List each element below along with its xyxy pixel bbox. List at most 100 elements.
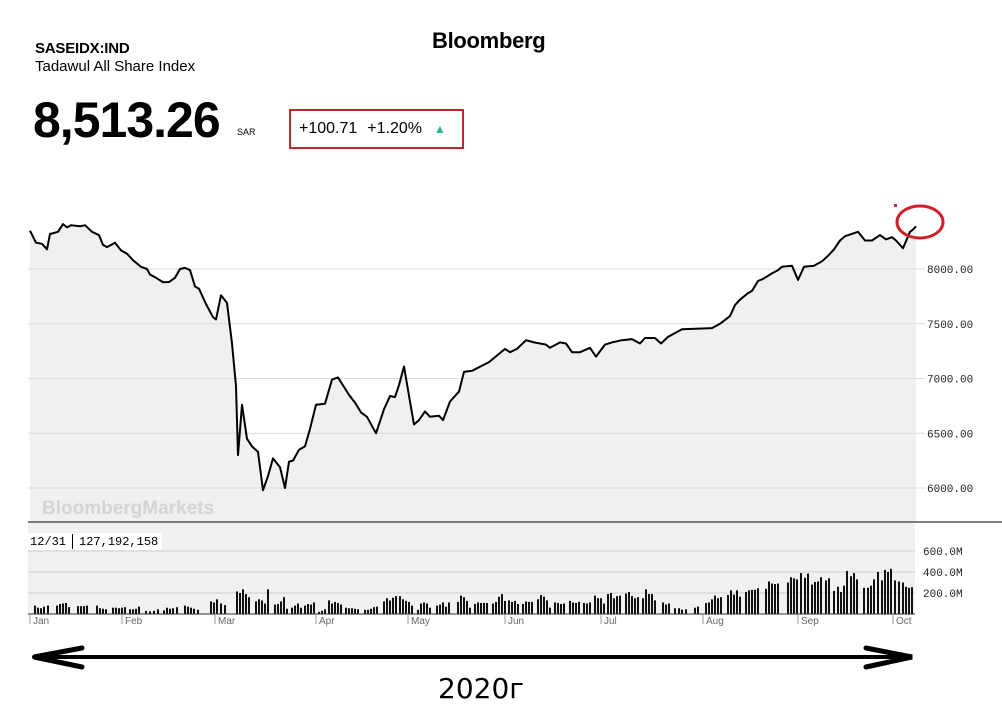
last-price: 8,513.26 (33, 92, 221, 148)
volume-bar (662, 602, 664, 614)
volume-bar (102, 608, 104, 614)
volume-bar (324, 609, 326, 614)
volume-bar (575, 602, 577, 614)
volume-bar (321, 610, 323, 614)
volume-bar (739, 596, 741, 614)
volume-bar (457, 601, 459, 614)
volume-bar (466, 600, 468, 614)
volume-bar (169, 608, 171, 614)
volume-bar (654, 600, 656, 614)
up-triangle-icon: ▲ (434, 122, 446, 136)
volume-bar (589, 602, 591, 614)
volume-bar (261, 600, 263, 614)
volume-bar (86, 605, 88, 614)
volume-bar (714, 595, 716, 614)
volume-bar (890, 568, 892, 614)
volume-bar (668, 603, 670, 614)
volume-bar (77, 606, 79, 614)
price-gridlines-overlay (28, 268, 925, 489)
volume-bar (236, 591, 238, 614)
x-tick-label: Feb (125, 616, 143, 627)
volume-bar (220, 603, 222, 614)
volume-bar (843, 585, 845, 614)
volume-bar (348, 608, 350, 614)
volume-bar (267, 589, 269, 614)
index-name: Tadawul All Share Index (35, 58, 196, 75)
volume-bar (757, 588, 759, 614)
volume-bar (846, 570, 848, 614)
volume-bar (304, 605, 306, 614)
volume-bar (286, 608, 288, 614)
volume-bar (837, 586, 839, 614)
tooltip-volume: 127,192,158 (79, 534, 159, 549)
highlight-dot (894, 204, 897, 207)
volume-bar (354, 608, 356, 614)
volume-y-axis: 200.0M 400.0M 600.0M (923, 547, 963, 601)
volume-bar (768, 581, 770, 614)
volume-bar (187, 606, 189, 614)
volume-bar (911, 587, 913, 614)
volume-bar (600, 598, 602, 614)
volume-bars (34, 568, 913, 614)
volume-bar (800, 573, 802, 614)
price-y-axis: 6000.00 6500.00 7000.00 7500.00 8000.00 (927, 265, 973, 496)
volume-bar (540, 595, 542, 614)
volume-bar (373, 607, 375, 614)
volume-bar (817, 581, 819, 614)
volume-bar (887, 572, 889, 614)
x-tick-label: Sep (801, 616, 819, 627)
x-tick-label: May (411, 616, 430, 627)
currency-label: SAR (237, 127, 256, 137)
volume-bar (554, 602, 556, 614)
tooltip-date: 12/31 (30, 534, 67, 549)
volume-bar (112, 607, 114, 614)
volume-bar (345, 607, 347, 614)
volume-bar (417, 609, 419, 614)
x-tick-label: Aug (706, 616, 724, 627)
volume-bar (474, 604, 476, 614)
volume-bar (560, 604, 562, 614)
volume-bar (625, 593, 627, 614)
volume-bar (730, 590, 732, 614)
volume-bar (594, 595, 596, 614)
volume-bar (337, 602, 339, 614)
volume-bar (586, 603, 588, 614)
volume-bar (280, 601, 282, 614)
volume-bar (597, 598, 599, 614)
volume-bar (733, 594, 735, 614)
volume-bar (745, 591, 747, 614)
volume-bar (367, 609, 369, 614)
volume-bar (578, 601, 580, 614)
volume-bar (83, 606, 85, 614)
volume-bar (364, 609, 366, 614)
volume-bar (135, 608, 137, 614)
volume-bar (777, 583, 779, 614)
volume-bar (426, 603, 428, 614)
volume-bar (902, 582, 904, 614)
volume-bar (634, 598, 636, 614)
volume-bar (583, 602, 585, 614)
volume-bar (563, 603, 565, 614)
volume-bar (105, 609, 107, 614)
volume-bar (708, 602, 710, 614)
volume-bar (283, 597, 285, 614)
volume-bar (863, 587, 865, 614)
volume-bar (172, 608, 174, 614)
volume-bar (99, 608, 101, 614)
volume-bar (569, 600, 571, 614)
volume-bar (248, 597, 250, 614)
volume-bar (908, 587, 910, 614)
volume-bar (543, 596, 545, 614)
x-tick-label: Jul (604, 616, 617, 627)
volume-bar (121, 607, 123, 614)
volume-bar (720, 597, 722, 614)
volume-bar (645, 589, 647, 614)
volume-bar (34, 605, 36, 614)
volume-bar (115, 607, 117, 614)
volume-bar (442, 602, 444, 614)
bloomberg-logo: Bloomberg (432, 28, 546, 53)
volume-bar (62, 603, 64, 614)
x-tick-label: Apr (319, 616, 335, 627)
price-line[interactable] (29, 223, 917, 492)
volume-bar (340, 604, 342, 614)
